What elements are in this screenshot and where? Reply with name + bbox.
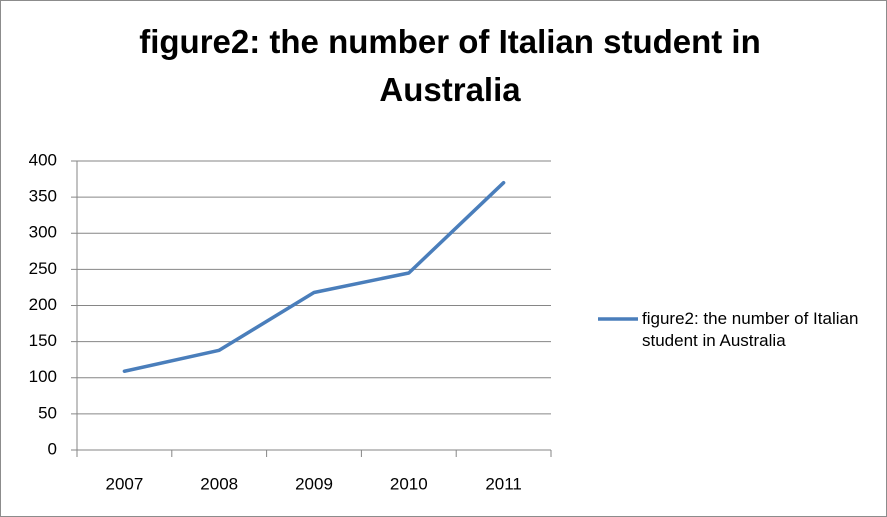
series-line <box>122 180 506 373</box>
chart-title: figure2: the number of Italian student i… <box>139 23 761 108</box>
x-tick-label: 2010 <box>390 474 428 493</box>
x-tick-label: 2011 <box>485 474 522 493</box>
y-tick-label: 150 <box>29 331 57 350</box>
y-tick-label: 200 <box>29 295 57 314</box>
x-tick-label: 2007 <box>105 474 143 493</box>
y-tick-label: 300 <box>29 223 57 242</box>
legend-label: figure2: the number of Italian student i… <box>642 309 859 350</box>
y-tick-label: 350 <box>29 187 57 206</box>
y-tick-label: 250 <box>29 259 57 278</box>
y-tick-label: 0 <box>48 439 57 458</box>
y-tick-label: 400 <box>29 150 57 169</box>
x-tick-label: 2008 <box>200 474 238 493</box>
y-tick-label: 50 <box>38 403 57 422</box>
x-tick-label: 2009 <box>295 474 333 493</box>
y-tick-label: 100 <box>29 367 57 386</box>
